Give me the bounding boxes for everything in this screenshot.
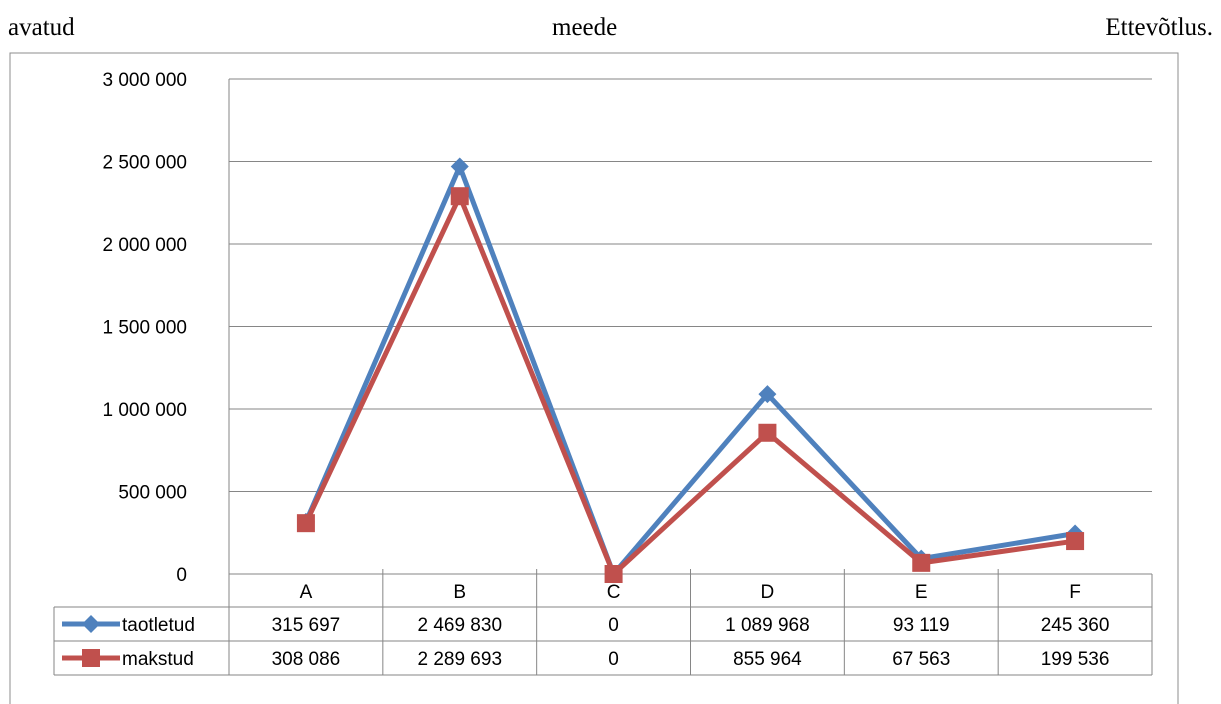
x-tick-label: F (1069, 582, 1081, 603)
data-point (450, 187, 469, 206)
table-cell-value: 1 089 968 (725, 615, 810, 636)
data-point (450, 157, 469, 176)
x-tick-label: E (915, 582, 928, 603)
x-tick-label: A (300, 582, 313, 603)
table-cell-value: 2 289 693 (417, 649, 502, 670)
series-layer (296, 157, 1085, 583)
legend-label: makstud (122, 649, 194, 670)
data-point (1066, 532, 1085, 551)
data-point (912, 553, 931, 572)
table-cell-value: 93 119 (893, 615, 950, 636)
data-point (758, 385, 777, 404)
y-tick-label: 2 500 000 (102, 153, 187, 174)
table-cell-value: 67 563 (892, 649, 950, 670)
table-cell-value: 855 964 (733, 649, 802, 670)
header-right-text: Ettevõtlus. (1105, 14, 1213, 41)
data-point (604, 565, 623, 583)
table-cell-value: 308 086 (272, 649, 341, 670)
gridlines (229, 78, 1152, 492)
data-point (296, 514, 315, 533)
data-point (758, 423, 777, 442)
chart-frame (9, 52, 1179, 704)
x-tick-label: B (453, 582, 466, 603)
header-left-text: avatud (8, 14, 75, 41)
series-line (303, 163, 1076, 577)
legend-label: taotletud (122, 615, 195, 636)
x-tick-label: D (761, 582, 775, 603)
legend-key-marker (82, 649, 100, 667)
data-table (53, 79, 1153, 676)
table-cell-value: 199 536 (1041, 649, 1110, 670)
table-cell-value: 315 697 (272, 615, 341, 636)
y-tick-label: 1 000 000 (102, 400, 187, 421)
table-cell-value: 0 (608, 615, 619, 636)
y-tick-label: 500 000 (118, 483, 187, 504)
y-tick-label: 0 (176, 565, 187, 586)
series-line (303, 193, 1076, 577)
y-tick-label: 2 000 000 (102, 235, 187, 256)
legend-key-marker (82, 615, 100, 633)
table-cell-value: 0 (608, 649, 619, 670)
y-tick-label: 1 500 000 (102, 318, 187, 339)
y-tick-label: 3 000 000 (102, 70, 187, 91)
header-center-text: meede (552, 14, 618, 41)
x-tick-label: C (607, 582, 621, 603)
table-cell-value: 2 469 830 (417, 615, 502, 636)
table-cell-value: 245 360 (1041, 615, 1110, 636)
labels: 0 500 000 1 000 000 1 500 000 2 000 000 2 500… (102, 70, 1109, 670)
